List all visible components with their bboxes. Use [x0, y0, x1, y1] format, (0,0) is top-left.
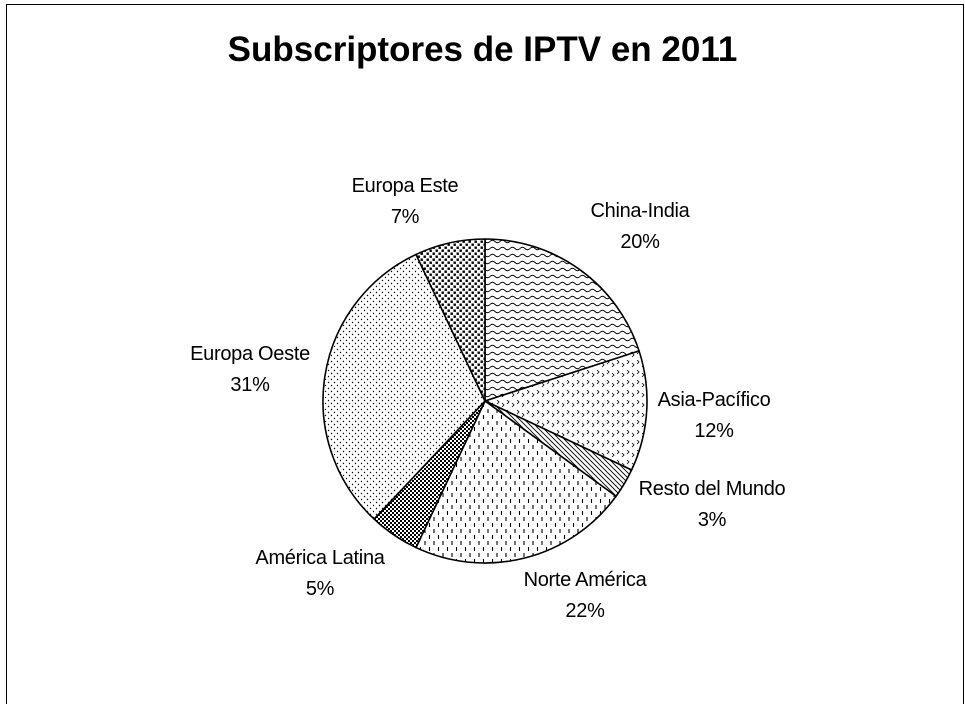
slice-label-name: Asia-Pacífico — [657, 389, 771, 411]
slice-label-percent: 20% — [620, 231, 660, 253]
slice-label-name: Europa Este — [351, 175, 459, 197]
slice-label-percent: 7% — [390, 206, 420, 228]
slice-label: Europa Este 7% — [352, 171, 459, 233]
pie-slice-europa-oeste — [322, 253, 486, 520]
pie-slice-asia-pacifico — [484, 350, 648, 471]
slice-label: Europa Oeste 31% — [190, 339, 310, 401]
slice-label: Resto del Mundo 3% — [639, 474, 786, 536]
pie-slice-europa-este — [415, 238, 486, 402]
slice-label-percent: 31% — [230, 374, 270, 396]
slice-label: China-India 20% — [591, 196, 690, 258]
pie-slices — [322, 238, 648, 564]
slice-label-name: América Latina — [255, 547, 385, 569]
slice-label-name: China-India — [590, 200, 690, 222]
chart-title: Subscriptores de IPTV en 2011 — [227, 30, 738, 69]
slice-label-percent: 12% — [694, 420, 734, 442]
slice-label-percent: 5% — [305, 578, 335, 600]
slice-label: Asia-Pacífico 12% — [658, 385, 771, 447]
slice-label-percent: 22% — [565, 600, 605, 622]
slice-label-percent: 3% — [697, 509, 727, 531]
slice-label: América Latina 5% — [255, 543, 385, 605]
slice-label-name: Europa Oeste — [190, 343, 310, 365]
slice-label: Norte América 22% — [524, 565, 647, 627]
slice-label-name: Norte América — [523, 569, 647, 591]
pie-slice-china-india — [484, 238, 640, 402]
slice-label-name: Resto del Mundo — [638, 478, 786, 500]
